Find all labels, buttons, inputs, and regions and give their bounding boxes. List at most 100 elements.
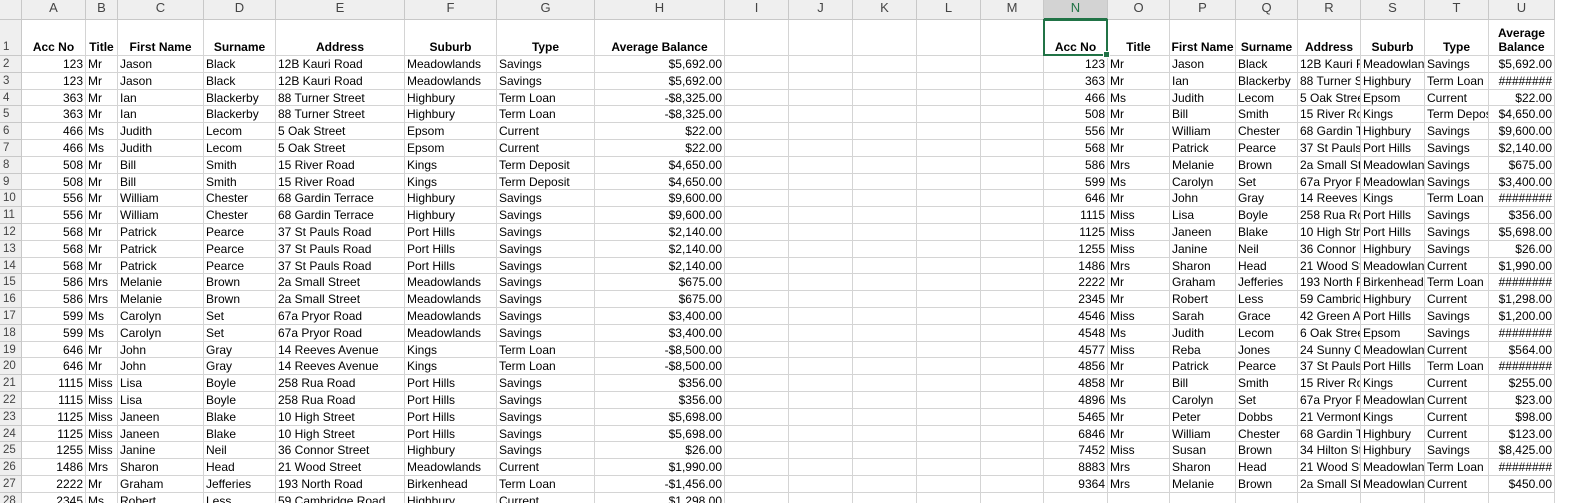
cell[interactable]: $22.00 <box>1489 89 1555 107</box>
column-header[interactable]: I <box>725 0 789 20</box>
column-header[interactable]: M <box>981 0 1044 20</box>
cell[interactable]: Brown <box>204 274 276 292</box>
cell[interactable]: Lecom <box>204 140 276 157</box>
cell[interactable]: Patrick <box>1170 140 1236 157</box>
cell[interactable]: Surname <box>1236 20 1298 56</box>
cell[interactable]: 1486 <box>22 459 86 476</box>
cell[interactable] <box>1044 492 1108 503</box>
row-header[interactable]: 26 <box>0 459 22 476</box>
cell[interactable] <box>725 492 789 503</box>
cell[interactable] <box>853 375 917 392</box>
cell[interactable]: 258 Rua Road <box>276 375 405 392</box>
cell[interactable] <box>725 207 789 224</box>
cell[interactable]: Bill <box>118 173 204 191</box>
cell[interactable] <box>725 274 789 292</box>
cell[interactable]: 59 Cambridge Road <box>276 492 405 503</box>
row-header[interactable]: 9 <box>0 173 22 191</box>
row-header[interactable]: 7 <box>0 140 22 157</box>
cell[interactable]: Mr <box>86 476 118 493</box>
cell[interactable]: Port Hills <box>405 425 497 443</box>
cell[interactable]: Type <box>1425 20 1489 56</box>
cell[interactable]: ######## <box>1489 190 1555 208</box>
cell[interactable] <box>917 207 981 224</box>
cell[interactable]: Savings <box>497 392 595 409</box>
cell[interactable]: Meadowlands <box>1361 173 1425 191</box>
cell[interactable]: Highbury <box>1361 240 1425 258</box>
cell[interactable]: Boyle <box>204 375 276 392</box>
cell[interactable]: $5,692.00 <box>595 72 725 90</box>
row-header[interactable]: 19 <box>0 341 22 359</box>
cell[interactable]: Savings <box>497 375 595 392</box>
cell[interactable]: Port Hills <box>405 224 497 241</box>
cell[interactable] <box>789 425 853 443</box>
cell[interactable]: Janine <box>118 442 204 460</box>
cell[interactable]: Brown <box>204 291 276 308</box>
cell[interactable] <box>853 89 917 107</box>
cell[interactable]: Highbury <box>1361 123 1425 140</box>
cell[interactable] <box>853 492 917 503</box>
cell[interactable]: $5,692.00 <box>595 56 725 73</box>
cell[interactable]: Savings <box>1425 224 1489 241</box>
cell[interactable]: 258 Rua Road <box>1298 207 1361 224</box>
cell[interactable]: $1,200.00 <box>1489 308 1555 325</box>
cell[interactable]: Lisa <box>118 392 204 409</box>
cell[interactable]: Meadowlands <box>1361 257 1425 275</box>
cell[interactable]: Lisa <box>118 375 204 392</box>
cell[interactable]: $3,400.00 <box>1489 173 1555 191</box>
cell[interactable]: Miss <box>1108 207 1170 224</box>
cell[interactable]: Meadowlands <box>405 56 497 73</box>
cell[interactable]: Average Balance <box>595 20 725 56</box>
cell[interactable]: Mr <box>86 207 118 224</box>
cell[interactable]: Savings <box>1425 173 1489 191</box>
row-header[interactable]: 20 <box>0 358 22 376</box>
cell[interactable]: Ian <box>1170 72 1236 90</box>
cell[interactable]: Miss <box>86 442 118 460</box>
cell[interactable]: Meadowlands <box>405 459 497 476</box>
column-header[interactable]: O <box>1108 0 1170 20</box>
cell[interactable]: Mr <box>86 106 118 124</box>
cell[interactable]: $4,650.00 <box>595 156 725 174</box>
cell[interactable] <box>853 240 917 258</box>
cell[interactable]: Sharon <box>118 459 204 476</box>
cell[interactable]: 14 Reeves Avenue <box>276 358 405 376</box>
cell[interactable]: Port Hills <box>405 257 497 275</box>
cell[interactable]: Meadowlands <box>405 291 497 308</box>
cell[interactable] <box>917 72 981 90</box>
cell[interactable] <box>853 459 917 476</box>
cell[interactable] <box>789 442 853 460</box>
cell[interactable]: Savings <box>1425 156 1489 174</box>
row-header[interactable]: 15 <box>0 274 22 292</box>
cell[interactable]: Meadowlands <box>1361 459 1425 476</box>
cell[interactable]: 599 <box>22 324 86 342</box>
cell[interactable]: Less <box>204 492 276 503</box>
cell[interactable]: 123 <box>22 72 86 90</box>
cell[interactable]: Gray <box>204 341 276 359</box>
cell[interactable]: Port Hills <box>1361 207 1425 224</box>
cell[interactable]: Black <box>204 56 276 73</box>
cell[interactable]: Ms <box>1108 324 1170 342</box>
cell[interactable]: 586 <box>22 274 86 292</box>
cell[interactable] <box>725 341 789 359</box>
cell[interactable] <box>789 207 853 224</box>
cell[interactable]: Highbury <box>405 442 497 460</box>
cell[interactable]: $356.00 <box>595 392 725 409</box>
cell[interactable] <box>981 341 1044 359</box>
cell[interactable]: Mr <box>86 358 118 376</box>
cell[interactable]: Mr <box>1108 123 1170 140</box>
cell[interactable]: 6846 <box>1044 425 1108 443</box>
cell[interactable] <box>917 156 981 174</box>
cell[interactable] <box>789 358 853 376</box>
cell[interactable]: $5,698.00 <box>595 425 725 443</box>
cell[interactable]: -$8,325.00 <box>595 89 725 107</box>
cell[interactable] <box>789 190 853 208</box>
cell[interactable]: 14 Reeves Avenue <box>1298 190 1361 208</box>
cell[interactable] <box>725 324 789 342</box>
cell[interactable]: 193 North Road <box>276 476 405 493</box>
cell[interactable]: Mr <box>1108 375 1170 392</box>
column-header[interactable]: L <box>917 0 981 20</box>
cell[interactable]: Mr <box>1108 72 1170 90</box>
cell[interactable]: Ms <box>1108 392 1170 409</box>
cell[interactable]: 193 North Road <box>1298 274 1361 292</box>
cell[interactable] <box>917 358 981 376</box>
cell[interactable] <box>917 89 981 107</box>
